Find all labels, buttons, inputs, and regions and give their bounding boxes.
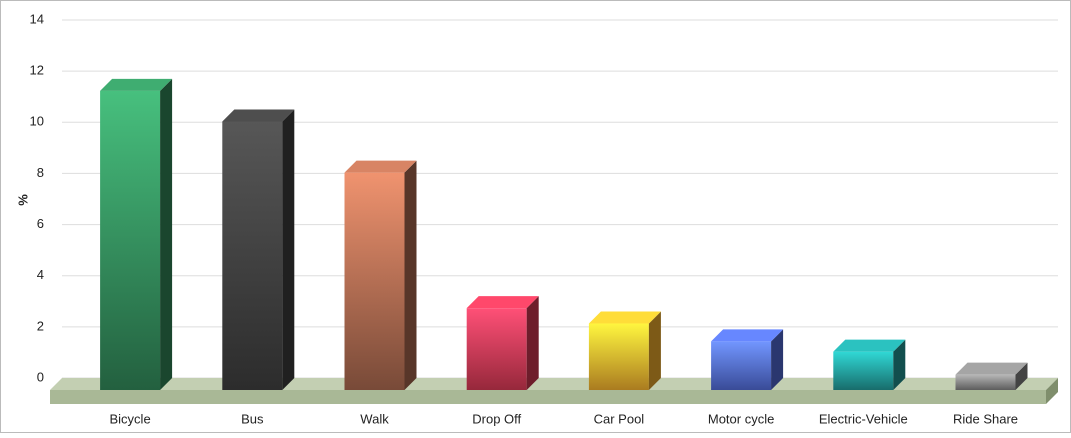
bar-top	[833, 339, 906, 352]
bar-side	[404, 160, 417, 390]
y-tick-label: 2	[37, 318, 44, 333]
bar-side	[893, 339, 906, 390]
bar-side	[771, 329, 784, 390]
bar-top	[955, 362, 1028, 375]
x-tick-label: Car Pool	[594, 411, 645, 426]
bar-side	[526, 296, 539, 390]
x-tick-label: Electric-Vehicle	[819, 411, 908, 426]
bar-front	[466, 308, 527, 390]
y-axis-label: %	[15, 194, 30, 206]
bar-front	[344, 172, 405, 390]
bar	[833, 339, 906, 390]
bar-front	[100, 90, 161, 391]
bar	[100, 78, 173, 391]
bar-side	[282, 109, 295, 390]
x-tick-label: Ride Share	[953, 411, 1018, 426]
x-tick-label: Motor cycle	[708, 411, 774, 426]
bar-front	[588, 323, 649, 390]
floor-side	[1046, 378, 1058, 404]
bar-front	[222, 121, 283, 390]
bar	[344, 160, 417, 390]
bar-side	[160, 78, 173, 391]
bar-top	[711, 329, 784, 342]
bar	[588, 311, 661, 390]
bar-side	[1015, 362, 1028, 390]
x-tick-label: Drop Off	[472, 411, 521, 426]
floor-front	[50, 390, 1046, 404]
x-tick-label: Bus	[241, 411, 264, 426]
y-tick-label: 10	[30, 114, 44, 129]
y-tick-label: 0	[37, 369, 44, 384]
bar-front	[955, 374, 1016, 390]
bar-top	[222, 109, 295, 122]
y-tick-label: 12	[30, 63, 44, 78]
bar-front	[711, 341, 772, 390]
bar	[222, 109, 295, 390]
floor-top	[50, 378, 1058, 390]
bar-top	[100, 78, 173, 91]
x-tick-label: Walk	[360, 411, 389, 426]
x-tick-label: Bicycle	[110, 411, 151, 426]
bar	[711, 329, 784, 390]
y-tick-label: 8	[37, 165, 44, 180]
bar-side	[648, 311, 661, 390]
bar-top	[466, 296, 539, 309]
bar	[466, 296, 539, 390]
y-tick-label: 6	[37, 216, 44, 231]
y-tick-label: 4	[37, 267, 44, 282]
bar-top	[344, 160, 417, 173]
bar-front	[833, 351, 894, 390]
y-tick-label: 14	[30, 11, 44, 26]
bar-top	[588, 311, 661, 324]
bar	[955, 362, 1028, 390]
